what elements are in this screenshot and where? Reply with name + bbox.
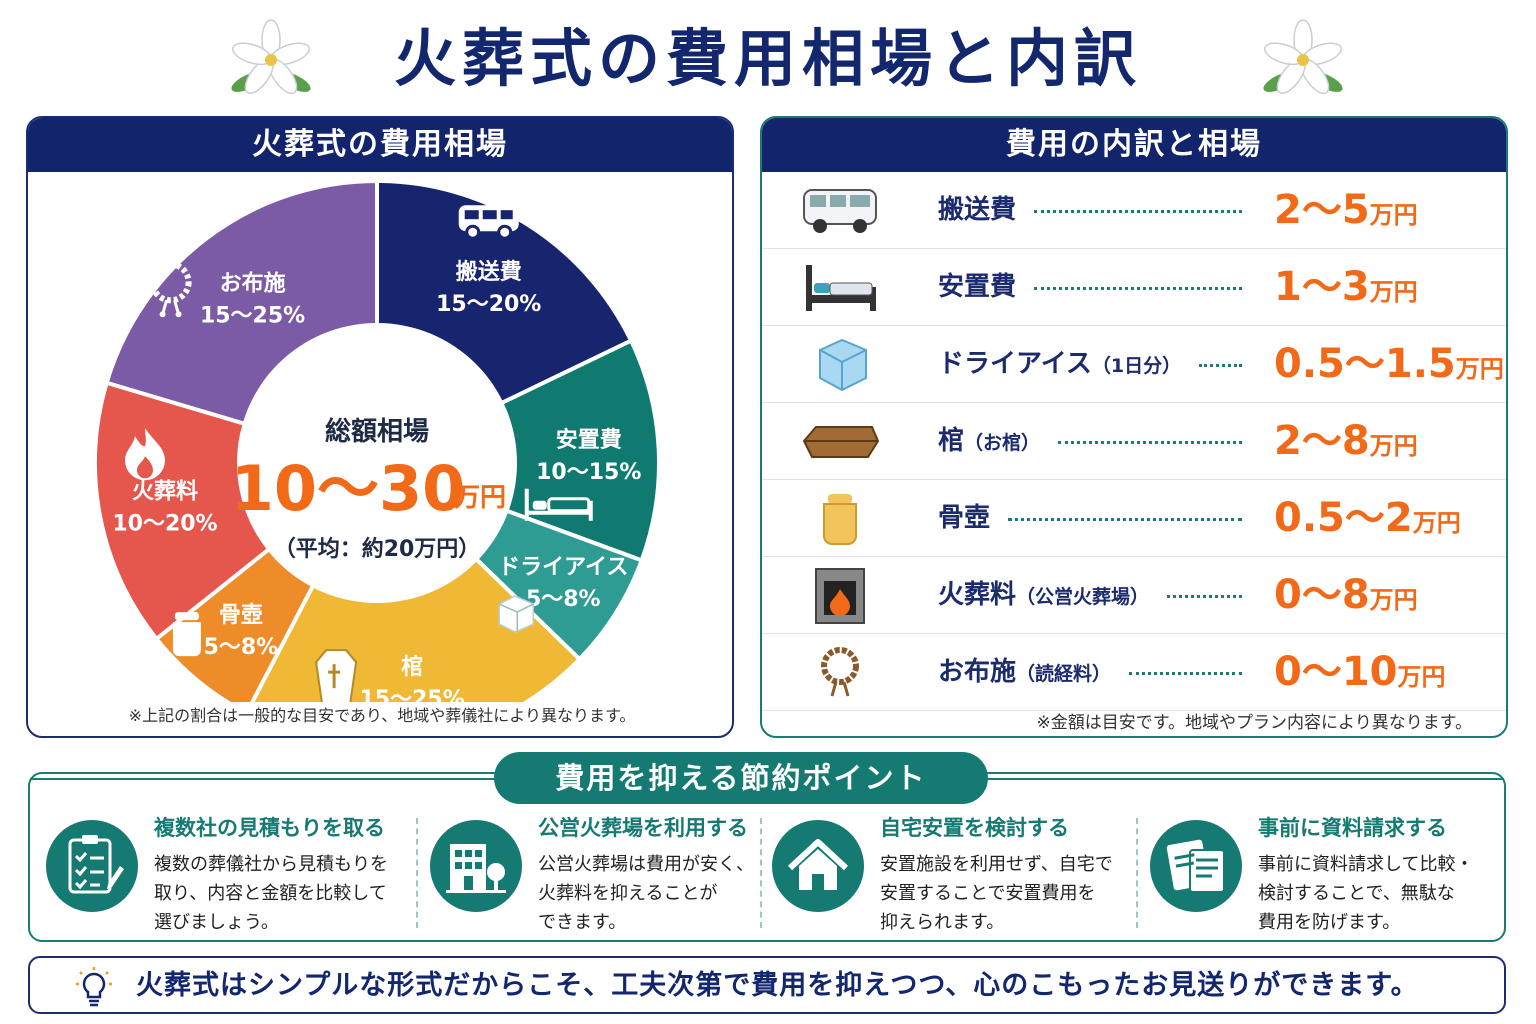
breakdown-range: 0.5〜1.5万円 — [1274, 341, 1504, 387]
slice-label-4: 骨壺 — [219, 603, 263, 628]
tips-divider-left — [30, 778, 494, 780]
tip-title: 自宅安置を検討する — [880, 816, 1069, 840]
dotted-leader — [1058, 441, 1242, 444]
building-icon — [430, 820, 522, 912]
tip-description: 事前に資料請求して比較・ 検討することで、無駄な 費用を防げます。 — [1258, 854, 1474, 933]
breakdown-range: 0〜10万円 — [1274, 649, 1446, 695]
documents-icon — [1150, 820, 1242, 912]
donut-hole — [237, 323, 517, 603]
cost-breakdown-heading: 費用の内訳と相場 — [762, 118, 1506, 172]
breakdown-range: 2〜8万円 — [1274, 418, 1418, 464]
tip-description: 複数の葬儀社から見積もりを 取り、内容と金額を比較して 選びましょう。 — [154, 854, 388, 933]
slice-percent-0: 15〜20% — [436, 292, 541, 317]
slice-percent-4: 5〜8% — [204, 635, 279, 660]
breakdown-row: 骨壺 0.5〜2万円 — [762, 480, 1506, 557]
slice-label-3: 棺 — [401, 654, 423, 680]
tip-title: 複数社の見積もりを取る — [154, 816, 385, 840]
breakdown-row: 安置費 1〜3万円 — [762, 249, 1506, 326]
tip-title: 事前に資料請求する — [1258, 816, 1447, 840]
cost-chart-panel: 火葬式の費用相場 搬送費 15〜20% 安置費 10〜15% ドライアイス 5〜8% 棺 15… — [26, 116, 734, 738]
tip-card-home-placement: 自宅安置を検討する 安置施設を利用せず、自宅で 安置することで安置費用を 抑えられま… — [772, 806, 1132, 936]
saving-tips-heading: 費用を抑える節約ポイント — [494, 752, 988, 804]
breakdown-range: 0〜8万円 — [1274, 572, 1418, 618]
tip-title: 公営火葬場を利用する — [538, 816, 748, 840]
tip-separator — [416, 818, 418, 928]
dotted-leader — [1008, 518, 1242, 521]
dotted-leader — [1129, 672, 1242, 675]
van-icon — [800, 182, 880, 240]
slice-label-6: お布施 — [220, 270, 286, 296]
chart-footnote: ※上記の割合は一般的な目安であり、地域や葬儀社により異なります。 — [128, 706, 636, 725]
urn-icon — [172, 612, 201, 657]
slice-label-5: 火葬料 — [132, 478, 198, 504]
ice-cube-icon — [800, 336, 880, 394]
center-unit: 万円 — [454, 483, 506, 513]
lily-flower-icon — [1263, 19, 1343, 94]
breakdown-range: 2〜5万円 — [1274, 187, 1418, 233]
lily-flower-icon — [231, 19, 311, 94]
breakdown-range: 0.5〜2万円 — [1274, 495, 1461, 541]
tip-separator — [1136, 818, 1138, 928]
breakdown-row: ドライアイス（1日分） 0.5〜1.5万円 — [762, 326, 1506, 403]
tip-description: 安置施設を利用せず、自宅で 安置することで安置費用を 抑えられます。 — [880, 854, 1113, 933]
slice-percent-5: 10〜20% — [112, 511, 217, 536]
tip-separator — [760, 818, 762, 928]
prayer-beads-icon — [800, 644, 880, 702]
bottom-message: 火葬式はシンプルな形式だからこそ、工夫次第で費用を抑えつつ、心のこもったお見送り… — [136, 970, 1419, 1001]
coffin-icon — [800, 413, 880, 471]
center-average: （平均：約20万円） — [274, 536, 481, 562]
breakdown-row: お布施（読経料） 0〜10万円 — [762, 634, 1506, 711]
dotted-leader — [1199, 364, 1242, 367]
breakdown-range: 1〜3万円 — [1274, 264, 1418, 310]
center-label: 総額相場 — [325, 416, 429, 447]
breakdown-label: 搬送費 — [938, 195, 1017, 225]
slice-label-1: 安置費 — [556, 427, 622, 453]
breakdown-row: 棺（お棺） 2〜8万円 — [762, 403, 1506, 480]
beads-icon — [149, 261, 192, 318]
breakdown-label: 骨壺 — [938, 503, 991, 533]
cost-breakdown-panel: 費用の内訳と相場 搬送費 2〜5万円安置費 1〜3万円ドライアイス（1日分） 0.5〜… — [760, 116, 1508, 738]
breakdown-label: ドライアイス（1日分） — [938, 349, 1182, 379]
lightbulb-icon — [76, 967, 112, 1007]
bottom-message-banner: 火葬式はシンプルな形式だからこそ、工夫次第で費用を抑えつつ、心のこもったお見送り… — [28, 956, 1506, 1014]
slice-percent-1: 10〜15% — [536, 460, 641, 485]
tip-card-request-materials: 事前に資料請求する 事前に資料請求して比較・ 検討することで、無駄な 費用を防げます… — [1150, 806, 1500, 936]
dotted-leader — [1034, 210, 1242, 213]
house-icon — [772, 820, 864, 912]
tip-description: 公営火葬場は費用が安く、 火葬料を抑えることが できます。 — [538, 854, 754, 933]
breakdown-footnote: ※金額は目安です。地域やプラン内容により異なります。 — [1036, 713, 1472, 733]
flame-icon — [124, 428, 165, 481]
breakdown-label: 火葬料（公営火葬場） — [938, 580, 1150, 610]
breakdown-label: 棺（お棺） — [938, 426, 1041, 456]
breakdown-label: お布施（読経料） — [938, 657, 1112, 687]
center-value: 10〜30 — [231, 452, 466, 525]
bed-icon — [524, 488, 593, 521]
van-icon — [458, 205, 519, 240]
slice-percent-3: 15〜25% — [359, 687, 464, 702]
slice-percent-2: 5〜8% — [526, 587, 601, 612]
dotted-leader — [1034, 287, 1242, 290]
breakdown-row: 火葬料（公営火葬場） 0〜8万円 — [762, 557, 1506, 634]
slice-label-2: ドライアイス — [498, 555, 628, 580]
breakdown-label: 安置費 — [938, 272, 1017, 302]
tips-divider-right — [988, 778, 1504, 780]
coffin-icon — [315, 649, 358, 702]
furnace-icon — [800, 567, 880, 625]
dotted-leader — [1167, 595, 1242, 598]
donut-chart: 搬送費 15〜20% 安置費 10〜15% ドライアイス 5〜8% 棺 15〜25% 骨壺 5〜8… — [93, 178, 661, 702]
clipboard-icon — [46, 820, 138, 912]
tip-card-quotes: 複数社の見積もりを取る 複数の葬儀社から見積もりを 取り、内容と金額を比較して 選び… — [46, 806, 406, 936]
slice-percent-6: 15〜25% — [200, 303, 305, 328]
page-title: 火葬式の費用相場と内訳 — [393, 22, 1142, 95]
breakdown-row: 搬送費 2〜5万円 — [762, 172, 1506, 249]
tip-card-public-crematorium: 公営火葬場を利用する 公営火葬場は費用が安く、 火葬料を抑えることが できます。 — [430, 806, 760, 936]
cost-chart-heading: 火葬式の費用相場 — [28, 118, 732, 172]
slice-label-0: 搬送費 — [456, 259, 522, 285]
urn-icon — [800, 490, 880, 548]
ice-icon — [498, 595, 535, 633]
bed-icon — [800, 259, 880, 317]
